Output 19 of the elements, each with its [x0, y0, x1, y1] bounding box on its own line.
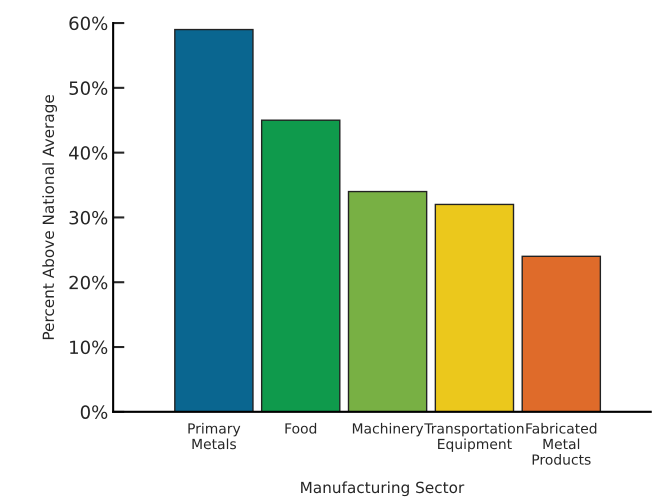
y-tick-label: 50% — [70, 81, 108, 95]
bar — [434, 204, 514, 412]
x-tick-label: Primary Metals — [188, 422, 240, 450]
y-tick-label: 40% — [69, 146, 108, 160]
x-tick-label: Fabricated Metal Products — [526, 422, 596, 465]
x-tick-label: Transportation Equipment — [424, 422, 524, 452]
y-axis-title: Percent Above National Average — [42, 95, 58, 340]
bar — [174, 28, 254, 412]
bar — [522, 256, 602, 412]
x-tick-label: Food — [285, 422, 316, 434]
y-tick-label: 20% — [69, 276, 108, 290]
bar — [260, 120, 341, 412]
y-tick-label: 0% — [80, 405, 108, 419]
bar — [348, 190, 428, 412]
y-tick-label: 60% — [69, 16, 108, 30]
y-tick-label: 10% — [70, 340, 108, 354]
x-tick-label: Machinery — [352, 422, 424, 436]
x-axis-title: Manufacturing Sector — [301, 481, 464, 496]
y-tick-label: 30% — [70, 210, 108, 225]
